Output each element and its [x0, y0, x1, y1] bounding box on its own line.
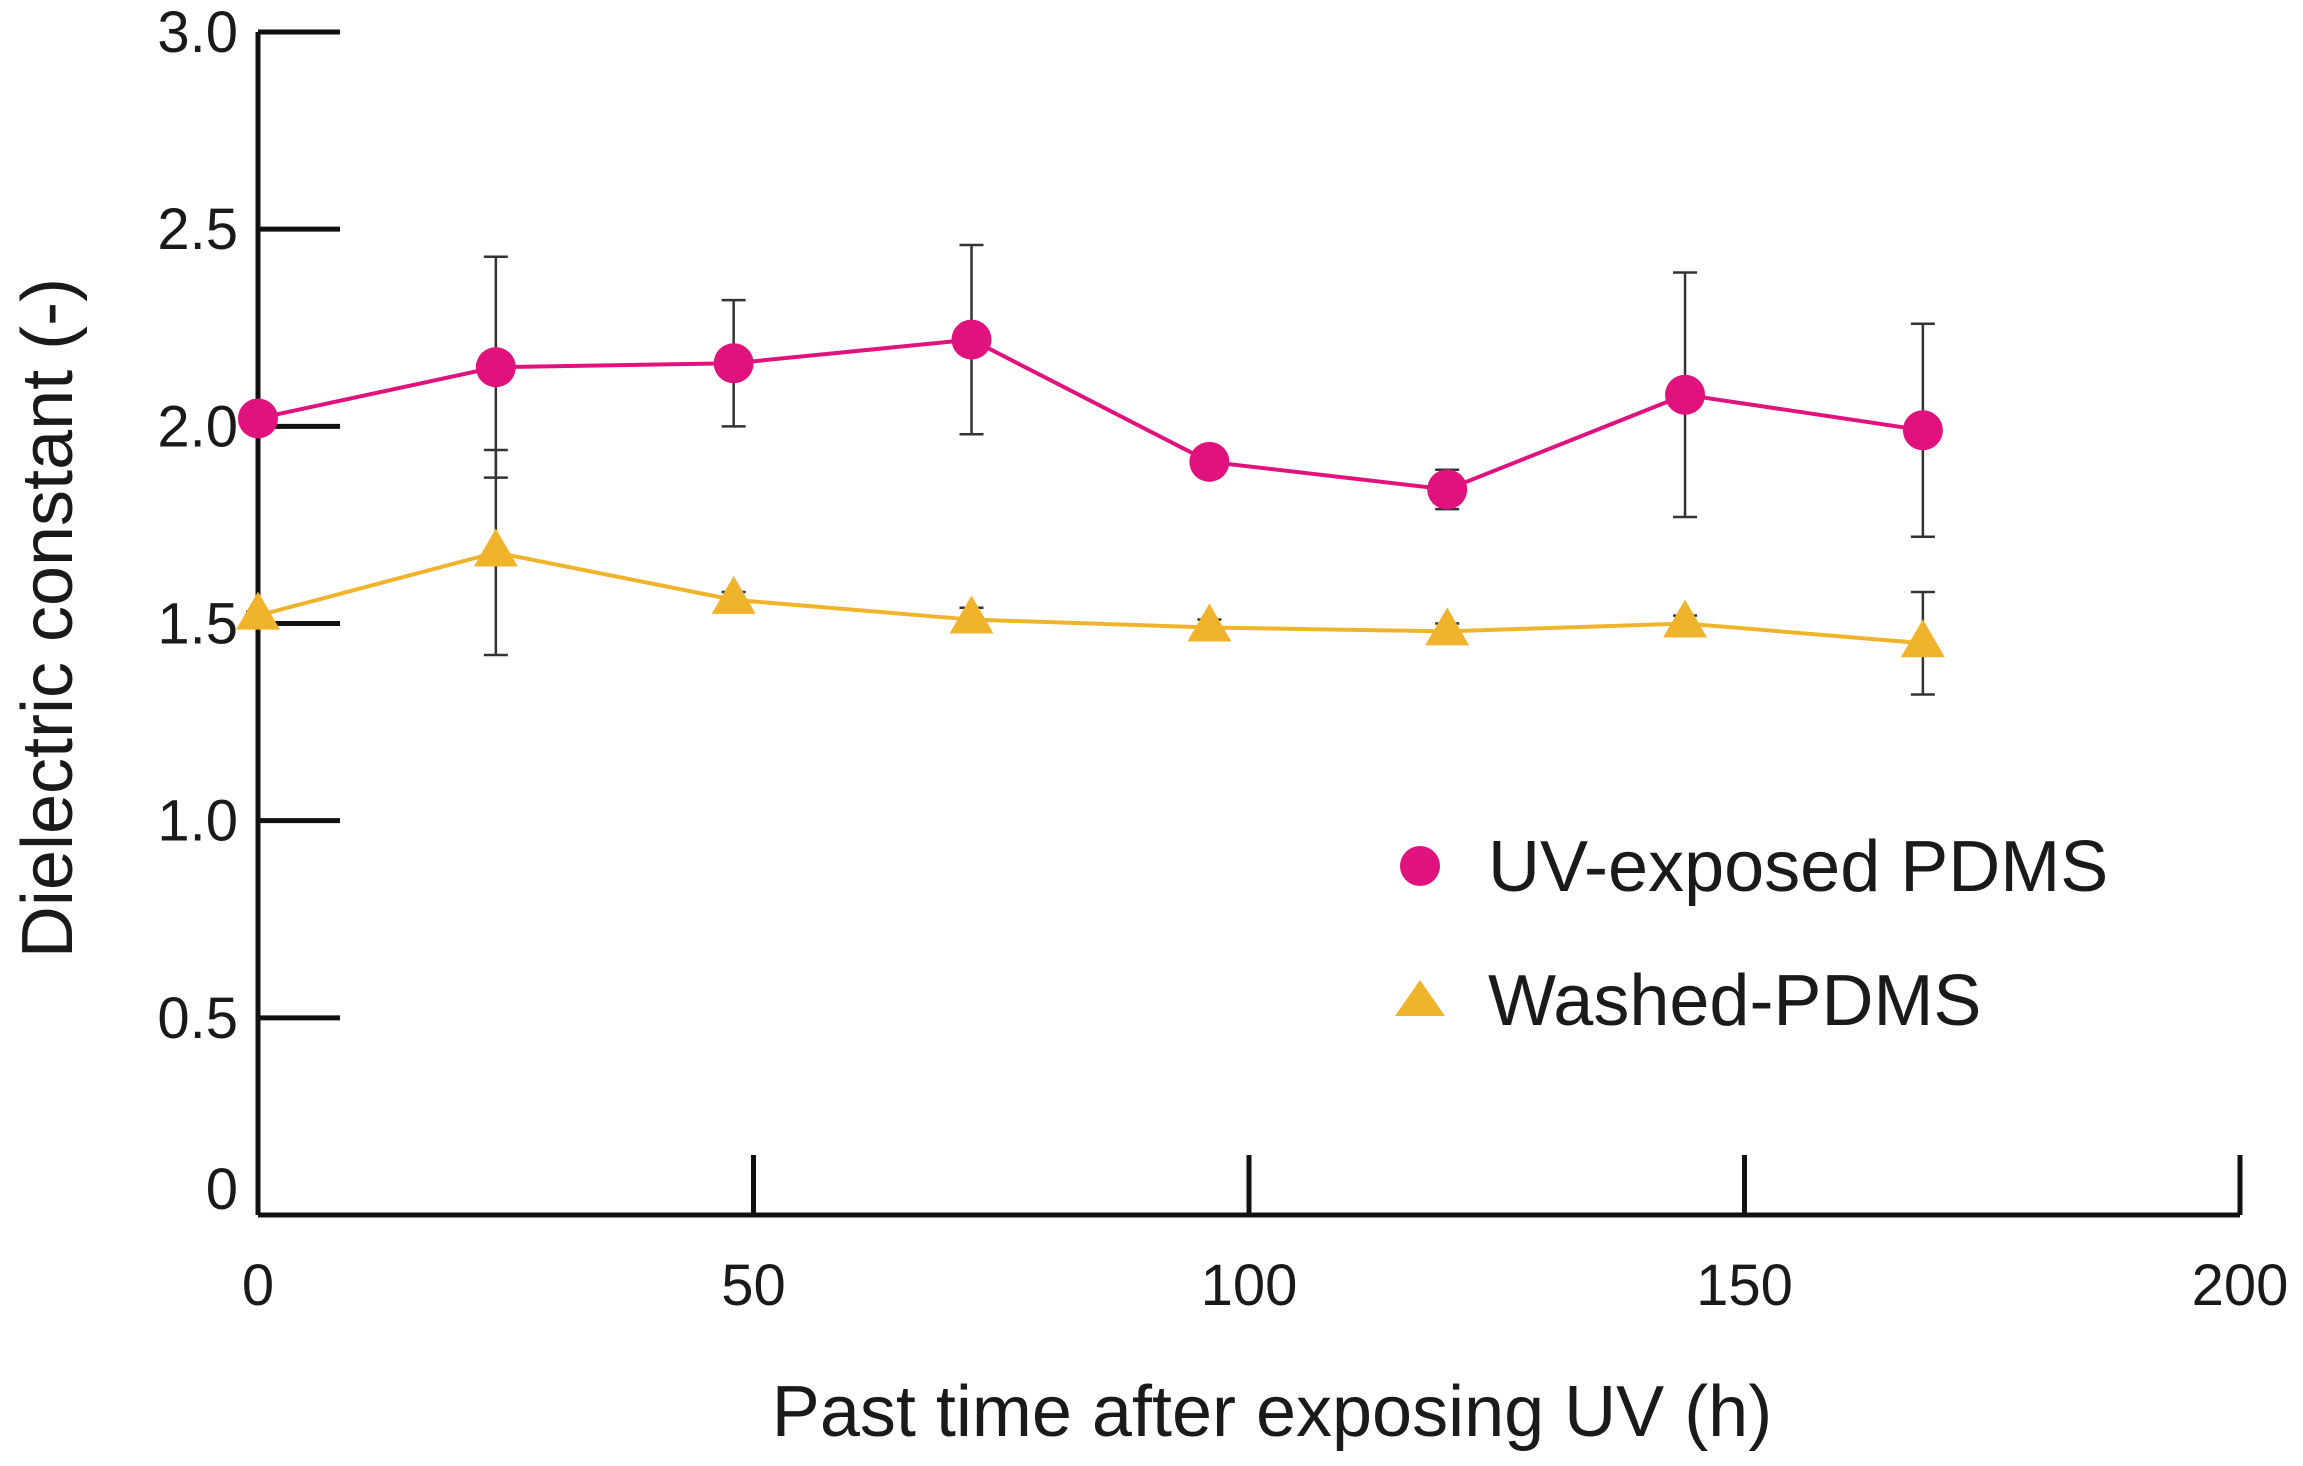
x-tick-label: 200 [2192, 1253, 2289, 1318]
data-point-uv-exposed [1189, 441, 1230, 482]
data-point-uv-exposed [951, 319, 992, 360]
data-point-washed [949, 595, 994, 634]
data-point-washed [1663, 599, 1708, 638]
data-point-uv-exposed [1902, 410, 1943, 451]
x-tick-label: 150 [1696, 1253, 1793, 1318]
data-point-washed [1187, 603, 1232, 642]
y-tick-label: 0 [206, 1157, 238, 1222]
y-tick-label: 2.0 [157, 394, 238, 459]
data-point-washed [1425, 607, 1470, 646]
data-markers [236, 319, 1945, 658]
data-point-uv-exposed [1427, 469, 1468, 510]
data-point-uv-exposed [1665, 374, 1706, 415]
data-point-uv-exposed [475, 347, 516, 388]
series-lines [257, 337, 1924, 646]
legend-label-washed: Washed-PDMS [1488, 961, 1981, 1041]
x-tick-label: 50 [721, 1253, 786, 1318]
legend-marker-uv-exposed [1400, 846, 1440, 886]
y-tick-label: 1.5 [157, 592, 238, 657]
legend: UV-exposed PDMS Washed-PDMS [1395, 827, 2108, 1041]
data-point-uv-exposed [238, 398, 278, 439]
data-point-washed [473, 528, 518, 567]
y-tick-label: 0.5 [157, 986, 238, 1051]
series-line-washed [257, 550, 1924, 646]
y-tick-label: 2.5 [157, 197, 238, 262]
data-point-washed [711, 575, 756, 614]
y-tick-label: 1.0 [157, 789, 238, 854]
legend-label-uv-exposed: UV-exposed PDMS [1488, 827, 2108, 907]
y-tick-label: 3.0 [157, 0, 238, 65]
data-point-washed [1900, 619, 1945, 658]
data-point-uv-exposed [713, 343, 754, 384]
data-point-washed [236, 591, 280, 630]
x-tick-label: 100 [1201, 1253, 1298, 1318]
axes: 0 0.5 1.0 1.5 2.0 2.5 3.0 0 50 100 150 200 [157, 0, 2288, 1318]
legend-marker-washed [1395, 980, 1445, 1016]
y-axis-title: Dielectric constant (-) [8, 278, 88, 958]
series-line-uv-exposed [257, 337, 1924, 492]
x-tick-label: 0 [242, 1253, 274, 1318]
x-axis-title: Past time after exposing UV (h) [772, 1372, 1772, 1452]
